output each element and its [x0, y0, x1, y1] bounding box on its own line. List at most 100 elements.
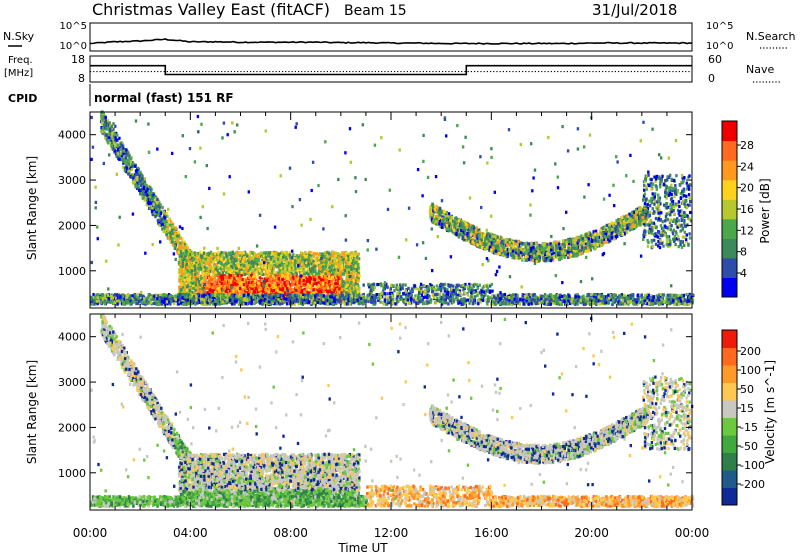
- range-gate-cell: [218, 289, 222, 293]
- range-gate-cell: [265, 275, 268, 279]
- range-gate-cell: [317, 280, 320, 285]
- range-gate-cell: [351, 253, 354, 257]
- range-gate-cell: [356, 290, 360, 294]
- range-gate-cell: [272, 283, 275, 287]
- range-gate-cell: [241, 281, 244, 285]
- range-gate-cell: [184, 285, 187, 289]
- range-gate-cell: [115, 150, 118, 154]
- range-gate-cell: [334, 282, 337, 286]
- range-gate-cell: [113, 131, 116, 135]
- range-gate-cell: [216, 283, 219, 287]
- range-gate-cell: [252, 264, 255, 268]
- range-gate-cell: [277, 289, 280, 293]
- range-gate-cell: [111, 132, 114, 136]
- range-gate-cell: [159, 216, 162, 220]
- range-gate-cell: [238, 267, 241, 271]
- range-gate-cell: [288, 266, 291, 270]
- range-gate-cell: [195, 258, 198, 262]
- freq-right-tick-top: 60: [708, 53, 722, 66]
- range-gate-cell: [245, 283, 248, 287]
- range-gate-cell: [233, 259, 237, 263]
- range-gate-cell: [317, 284, 320, 288]
- range-gate-cell: [293, 262, 296, 266]
- range-gate-cell: [252, 280, 255, 284]
- range-gate-cell: [224, 275, 227, 279]
- range-gate-cell: [291, 268, 294, 272]
- range-gate-cell: [334, 286, 337, 291]
- range-gate-cell: [211, 290, 215, 294]
- range-gate-cell: [235, 258, 238, 262]
- range-gate-cell: [180, 283, 183, 287]
- range-gate-cell: [224, 265, 227, 269]
- range-gate-cell: [118, 136, 121, 140]
- range-gate-cell: [343, 266, 346, 270]
- range-gate-cell: [126, 170, 129, 174]
- range-gate-cell: [268, 284, 271, 288]
- range-gate-cell: [336, 291, 339, 295]
- range-gate-cell: [101, 114, 104, 118]
- range-gate-cell: [299, 258, 302, 262]
- range-gate-cell: [319, 290, 323, 294]
- range-gate-cell: [246, 285, 249, 289]
- range-gate-cell: [319, 267, 322, 272]
- range-gate-cell: [239, 259, 242, 263]
- range-gate-cell: [188, 276, 191, 280]
- range-gate-cell: [154, 199, 157, 203]
- range-gate-cell: [350, 271, 353, 275]
- range-gate-cell: [190, 276, 193, 281]
- range-gate-cell: [114, 136, 117, 140]
- range-gate-cell: [136, 178, 139, 182]
- range-gate-cell: [206, 252, 209, 256]
- range-gate-cell: [304, 253, 308, 257]
- range-gate-cell: [128, 169, 131, 173]
- range-gate-cell: [237, 279, 240, 283]
- range-gate-cell: [154, 215, 157, 219]
- range-gate-cell: [303, 284, 307, 288]
- range-gate-cell: [230, 260, 234, 264]
- range-gate-cell: [347, 271, 351, 275]
- range-gate-cell: [273, 272, 276, 276]
- range-gate-cell: [352, 251, 356, 255]
- range-gate-cell: [235, 250, 239, 254]
- range-gate-cell: [218, 252, 222, 256]
- range-gate-cell: [144, 190, 148, 194]
- range-gate-cell: [258, 271, 261, 275]
- range-gate-cell: [316, 275, 319, 279]
- range-gate-cell: [344, 280, 347, 284]
- range-gate-cell: [350, 267, 353, 271]
- range-gate-cell: [351, 268, 355, 273]
- range-gate-cell: [148, 192, 151, 196]
- range-gate-cell: [202, 277, 205, 281]
- range-gate-cell: [183, 245, 186, 249]
- range-gate-cell: [316, 278, 319, 282]
- range-gate-cell: [265, 284, 268, 288]
- range-gate-cell: [242, 260, 245, 264]
- range-gate-cell: [204, 268, 208, 272]
- range-gate-cell: [130, 156, 133, 160]
- range-gate-cell: [130, 175, 133, 179]
- range-gate-cell: [314, 256, 317, 260]
- range-gate-cell: [183, 290, 187, 294]
- range-gate-cell: [326, 289, 329, 293]
- range-gate-cell: [185, 292, 188, 296]
- range-gate-cell: [357, 252, 360, 256]
- range-gate-cell: [156, 197, 159, 201]
- range-gate-cell: [350, 286, 354, 290]
- range-gate-cell: [178, 279, 181, 283]
- range-gate-cell: [307, 272, 310, 276]
- range-gate-cell: [419, 282, 423, 286]
- range-gate-cell: [122, 155, 125, 159]
- range-gate-cell: [182, 288, 185, 292]
- range-gate-cell: [264, 272, 267, 276]
- range-gate-cell: [186, 285, 189, 289]
- range-gate-cell: [110, 134, 113, 138]
- range-gate-cell: [166, 222, 169, 227]
- range-gate-cell: [300, 283, 304, 287]
- range-gate-cell: [306, 268, 309, 272]
- range-gate-cell: [281, 277, 284, 282]
- range-gate-cell: [286, 268, 289, 272]
- range-gate-cell: [306, 266, 309, 270]
- range-gate-cell: [113, 139, 117, 143]
- range-gate-cell: [297, 284, 300, 288]
